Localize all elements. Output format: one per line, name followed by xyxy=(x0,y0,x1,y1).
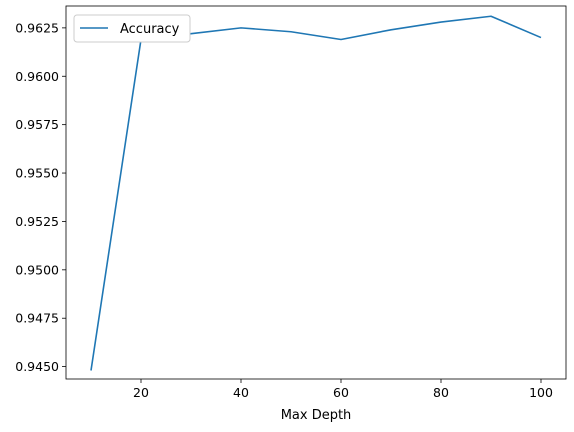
y-tick-label: 0.9450 xyxy=(15,359,59,374)
y-tick-label: 0.9575 xyxy=(15,117,59,132)
x-axis-ticks: 20 40 60 80 100 xyxy=(133,379,553,400)
x-tick-label: 60 xyxy=(333,385,349,400)
x-tick-label: 20 xyxy=(133,385,149,400)
y-tick-label: 0.9600 xyxy=(15,69,59,84)
y-tick-label: 0.9550 xyxy=(15,166,59,181)
plot-area xyxy=(65,5,567,380)
legend-label-accuracy: Accuracy xyxy=(120,22,180,37)
x-tick-label: 40 xyxy=(233,385,249,400)
y-axis-ticks: 0.9450 0.9475 0.9500 0.9525 0.9550 0.9575 0.96… xyxy=(15,20,66,374)
x-axis-label: Max Depth xyxy=(281,408,352,423)
y-tick-label: 0.9625 xyxy=(15,20,59,35)
legend-box xyxy=(73,14,191,43)
legend: Accuracy xyxy=(73,14,191,43)
x-tick-label: 80 xyxy=(433,385,449,400)
x-tick-label: 100 xyxy=(529,385,553,400)
y-tick-label: 0.9525 xyxy=(15,214,59,229)
y-tick-label: 0.9475 xyxy=(15,311,59,326)
y-tick-label: 0.9500 xyxy=(15,262,59,277)
